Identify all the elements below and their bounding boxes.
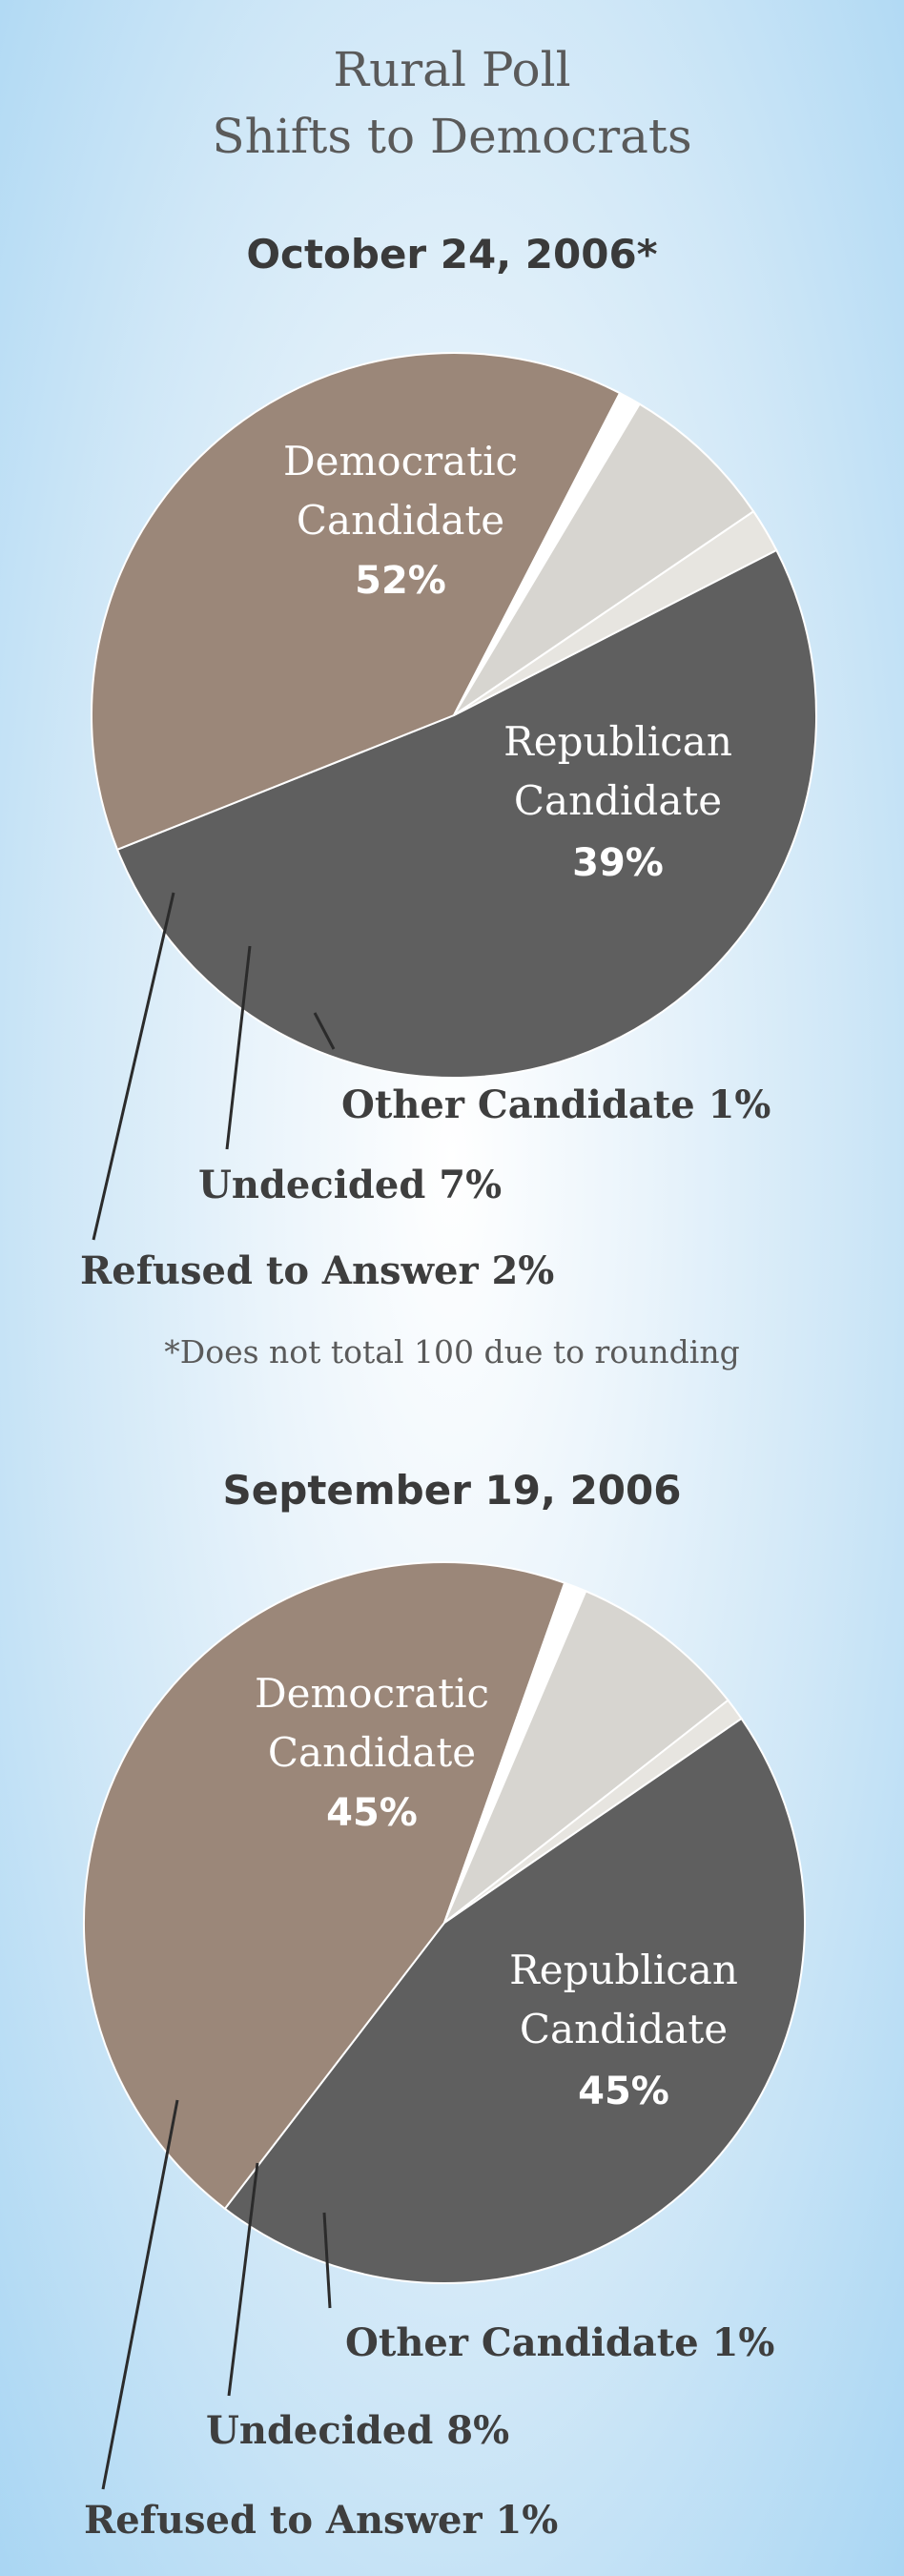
slice-value-democratic: 45% [326, 1791, 418, 1835]
slice-label-democratic-line1: Democratic [283, 438, 518, 484]
slice-label-republican-line1: Republican [509, 1947, 738, 1993]
pie-chart-september: Democratic Candidate 45% Republican Cand… [83, 1560, 806, 2543]
pie-slice-undecided [443, 1589, 729, 1924]
slice-label-republican-line2: Candidate [514, 777, 722, 824]
pie-slice-refused [453, 509, 778, 716]
callout-other-candidate: Other Candidate 1% [341, 1082, 770, 1127]
callout-undecided: Undecided 8% [206, 2408, 509, 2453]
callout-other-candidate: Other Candidate 1% [345, 2320, 774, 2365]
chart-title-line1: Rural Poll [333, 42, 571, 97]
leader-line-refused [101, 2099, 179, 2490]
chart-title-line2: Shifts to Democrats [212, 109, 692, 164]
leader-line-refused [92, 892, 175, 1241]
pie-title-september: September 19, 2006 [222, 1467, 682, 1514]
slice-label-republican-line1: Republican [503, 718, 732, 765]
leader-line-other-candidate [313, 1012, 336, 1050]
pie-slice-republican [91, 352, 622, 852]
pie-slice-republican [83, 1560, 566, 2211]
pie-slice-undecided [453, 402, 755, 716]
pie-chart-october: Democratic Candidate 52% Republican Cand… [80, 352, 817, 1293]
slice-label-democratic-line2: Candidate [268, 1729, 476, 1776]
leader-line-undecided [225, 945, 252, 1150]
leader-line-undecided [227, 2162, 259, 2397]
callout-undecided: Undecided 7% [198, 1163, 502, 1207]
slice-value-republican: 39% [572, 841, 664, 885]
slice-value-republican: 45% [578, 2070, 669, 2113]
leader-line-other-candidate [322, 2212, 332, 2309]
slice-label-republican-line2: Candidate [520, 2006, 728, 2052]
pie-slice-refused [443, 1699, 743, 1924]
slice-label-democratic-line2: Candidate [297, 497, 504, 544]
slice-value-democratic: 52% [355, 559, 446, 603]
pie-title-october: October 24, 2006* [246, 231, 658, 278]
callout-refused: Refused to Answer 2% [80, 1248, 554, 1293]
pie-slice-democratic [223, 1717, 806, 2284]
callout-refused: Refused to Answer 1% [84, 2498, 558, 2543]
pie-slice-democratic [115, 548, 817, 1079]
footnote: *Does not total 100 due to rounding [164, 1333, 740, 1370]
slice-label-democratic-line1: Democratic [255, 1670, 489, 1717]
